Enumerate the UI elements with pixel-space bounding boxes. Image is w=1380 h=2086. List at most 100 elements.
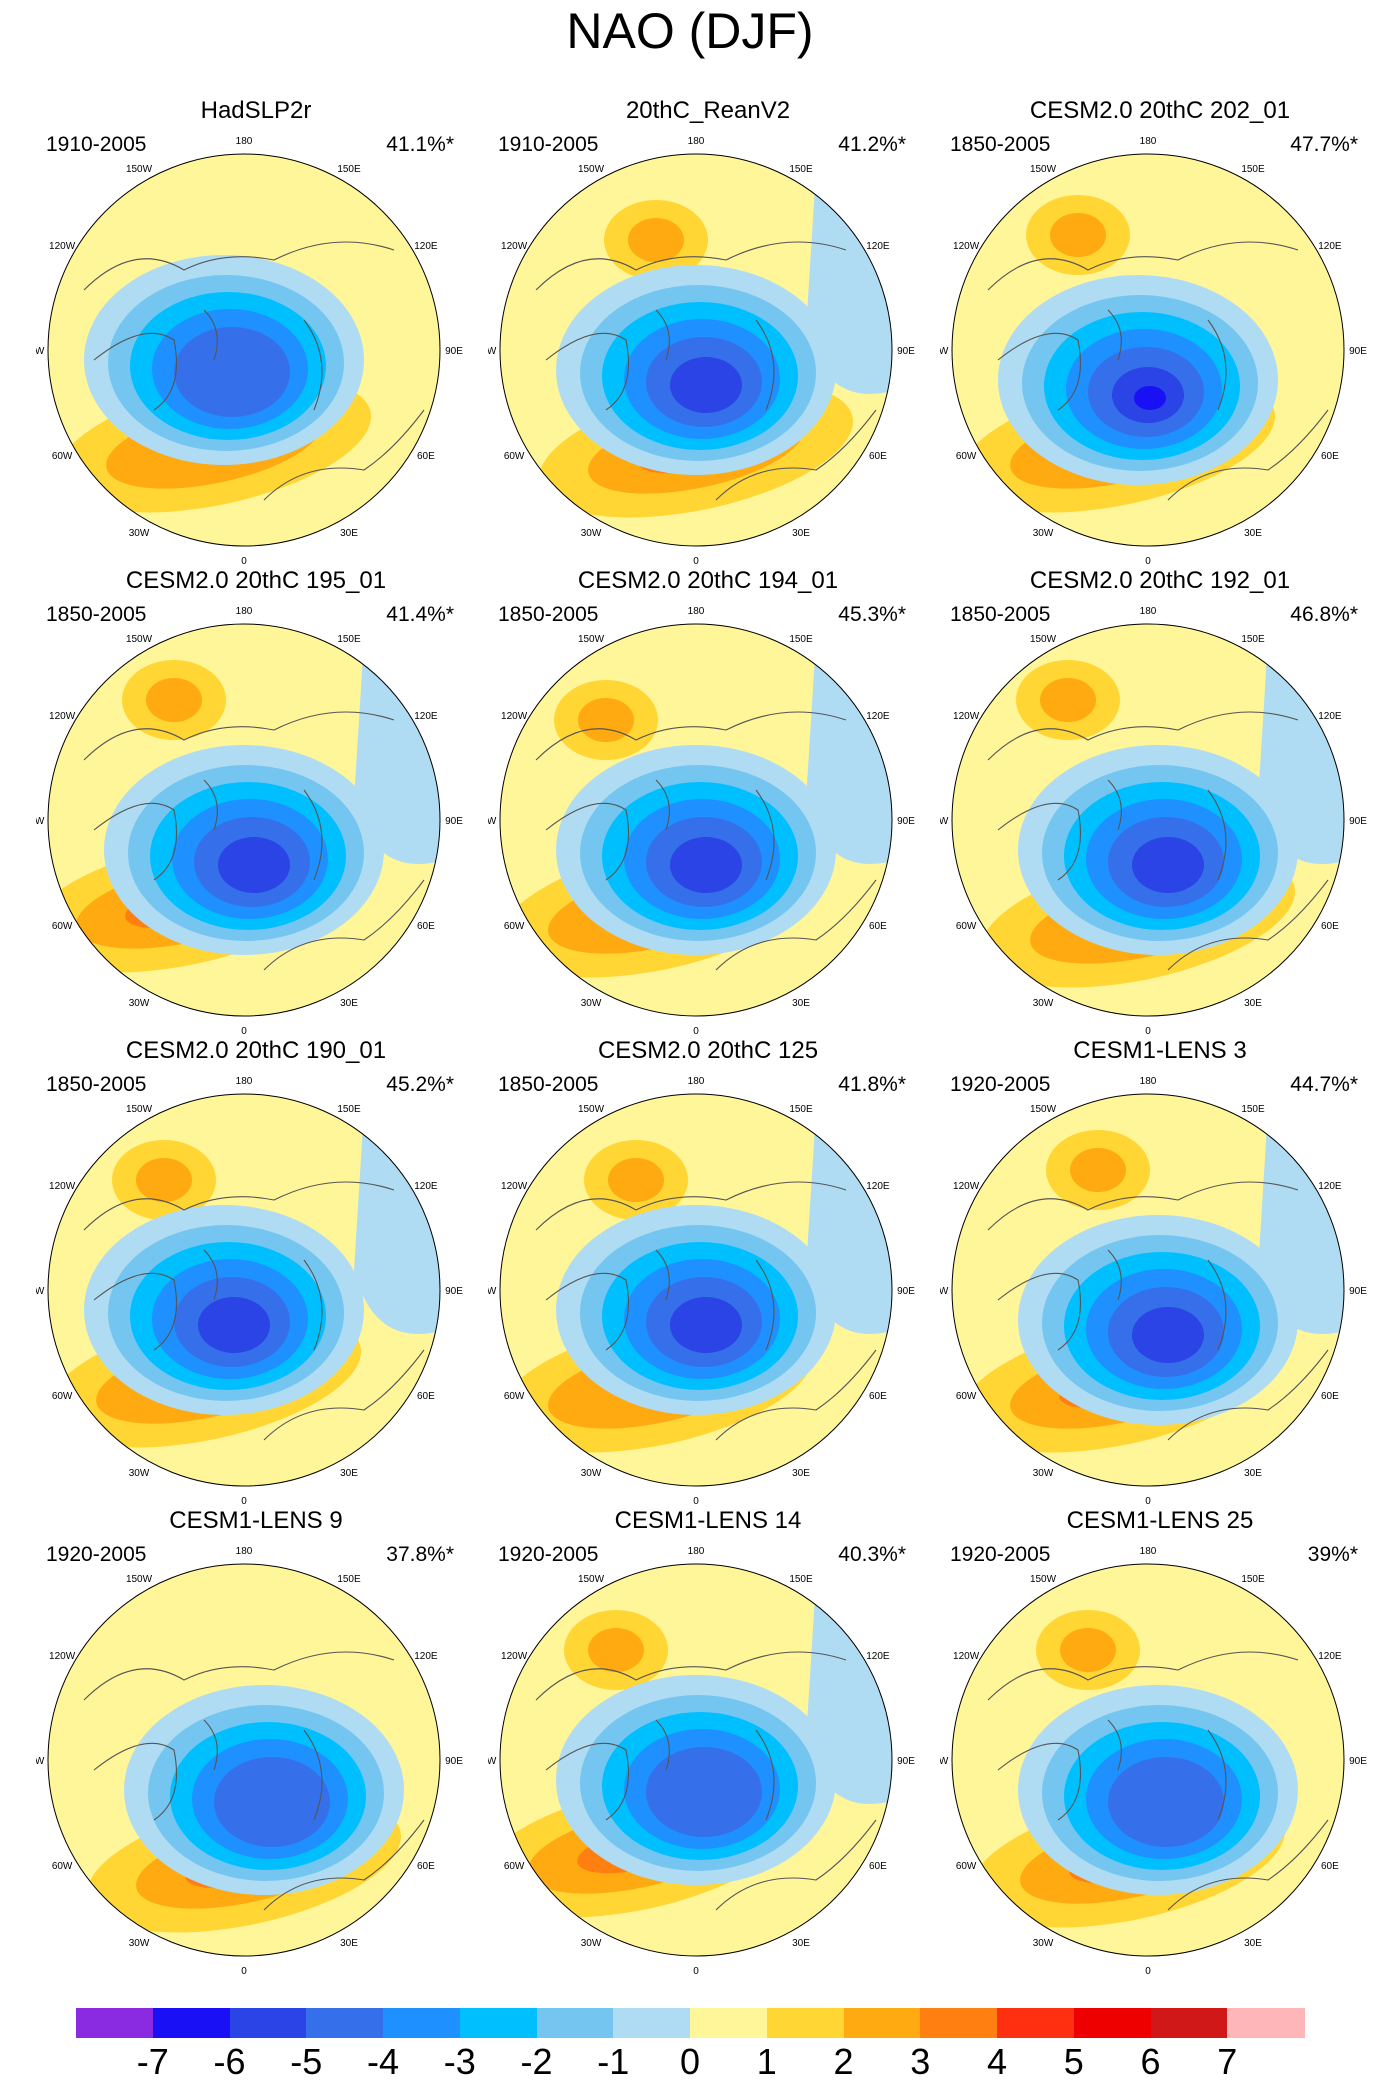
coastline <box>755 789 775 881</box>
coastline <box>263 1819 425 1911</box>
longitude-label: 0 <box>693 556 699 566</box>
longitude-label: 60E <box>1321 1391 1339 1402</box>
colorbar-swatch <box>997 2008 1075 2038</box>
longitude-label: 60W <box>504 921 525 932</box>
longitude-label: 90E <box>897 1756 915 1767</box>
longitude-label: 30W <box>129 528 150 539</box>
longitude-label: 90W <box>940 346 949 357</box>
colorbar-swatch <box>1073 2008 1152 2038</box>
longitude-label: 120E <box>866 241 890 252</box>
panel-variance-percent: 41.2%* <box>838 133 906 156</box>
colorbar-tick-label: 0 <box>679 2041 701 2082</box>
longitude-label: 90E <box>1349 1286 1367 1297</box>
map-boundary <box>47 1093 441 1487</box>
map-panel: 20thC_ReanV2 1910-2005 41.2%* 180 150E 120E 90… <box>488 96 928 566</box>
longitude-label: 150E <box>337 164 361 175</box>
coastline <box>987 1181 1299 1231</box>
panel-years: 1850-2005 <box>950 603 1051 626</box>
longitude-label: 0 <box>241 556 247 566</box>
longitude-label: 90E <box>897 816 915 827</box>
coastline <box>203 1249 218 1301</box>
longitude-label: 90W <box>488 816 497 827</box>
panel-variance-percent: 46.8%* <box>1290 603 1358 626</box>
longitude-label: 90W <box>36 346 45 357</box>
map-panel: CESM2.0 20thC 190_01 1850-2005 45.2%* 180 15… <box>36 1036 476 1506</box>
panel-title: CESM2.0 20thC 194_01 <box>577 567 839 594</box>
coastline <box>545 1272 629 1351</box>
coastline <box>535 241 847 291</box>
coastline <box>1107 779 1122 831</box>
colorbar-tick-label: 7 <box>1217 2041 1238 2082</box>
coastline <box>93 802 177 881</box>
colorbar <box>76 2008 1306 2038</box>
coastline <box>303 319 323 411</box>
longitude-label: 180 <box>1140 136 1157 147</box>
colorbar-swatch <box>920 2008 999 2038</box>
longitude-label: 0 <box>1145 1496 1151 1506</box>
colorbar-swatch <box>690 2008 768 2038</box>
colorbar-swatch <box>459 2008 538 2038</box>
coastline <box>1207 1729 1227 1821</box>
colorbar-swatch <box>152 2008 231 2038</box>
longitude-label: 90E <box>445 346 463 357</box>
longitude-label: 60E <box>1321 451 1339 462</box>
panel-variance-percent: 41.4%* <box>386 603 454 626</box>
polar-map: 180 150E 120E 90E 60E 30E 0 30W 60W 90W 120W 150W <box>940 1546 1367 1976</box>
longitude-label: 60W <box>956 1391 977 1402</box>
longitude-label: 150W <box>1030 164 1057 175</box>
contour-region <box>1050 213 1106 257</box>
panel-years: 1910-2005 <box>498 133 599 156</box>
coastline <box>83 1651 395 1701</box>
longitude-label: 60E <box>869 921 887 932</box>
longitude-label: 60E <box>869 1861 887 1872</box>
contour-region <box>354 640 440 864</box>
coastline <box>1167 1819 1329 1911</box>
longitude-label: 0 <box>693 1966 699 1976</box>
panel-years: 1920-2005 <box>46 1543 147 1566</box>
longitude-label: 150E <box>1241 164 1265 175</box>
panel-years: 1850-2005 <box>498 603 599 626</box>
longitude-label: 150E <box>1241 1574 1265 1585</box>
coastline <box>263 409 425 501</box>
longitude-label: 120W <box>953 1651 980 1662</box>
longitude-label: 90E <box>1349 816 1367 827</box>
longitude-label: 30E <box>340 1938 358 1949</box>
longitude-label: 120W <box>501 1181 528 1192</box>
longitude-label: 90E <box>445 1286 463 1297</box>
panel-title: CESM2.0 20thC 190_01 <box>125 1037 387 1064</box>
panel-years: 1850-2005 <box>498 1073 599 1096</box>
longitude-label: 150E <box>1241 634 1265 645</box>
panel-variance-percent: 41.8%* <box>838 1073 906 1096</box>
longitude-label: 30W <box>1033 998 1054 1009</box>
coastline <box>1107 1719 1122 1771</box>
longitude-label: 60E <box>417 1391 435 1402</box>
contour-region <box>218 837 290 893</box>
contour-region <box>588 1628 644 1672</box>
longitude-label: 120E <box>414 1181 438 1192</box>
colorbar-swatch <box>76 2008 154 2038</box>
panel-years: 1920-2005 <box>950 1073 1051 1096</box>
contour-region <box>806 1110 892 1334</box>
coastline <box>1207 789 1227 881</box>
longitude-label: 30E <box>792 1938 810 1949</box>
map-panel: CESM1-LENS 25 1920-2005 39%* 180 150E 120E 90E… <box>940 1506 1380 1976</box>
coastline <box>93 332 177 411</box>
longitude-label: 180 <box>1140 606 1157 617</box>
contour-region <box>1070 1148 1126 1192</box>
longitude-label: 90W <box>940 1286 949 1297</box>
polar-map: 180 150E 120E 90E 60E 30E 0 30W 60W 90W 120W 150W <box>940 136 1367 566</box>
longitude-label: 120W <box>501 711 528 722</box>
coastline <box>303 1729 323 1821</box>
longitude-label: 30W <box>581 998 602 1009</box>
longitude-label: 30W <box>129 998 150 1009</box>
longitude-label: 30E <box>792 1468 810 1479</box>
colorbar-tick-label: -2 <box>520 2041 553 2082</box>
longitude-label: 120W <box>49 1181 76 1192</box>
longitude-label: 60W <box>956 921 977 932</box>
longitude-label: 0 <box>693 1496 699 1506</box>
coastline <box>997 802 1081 881</box>
longitude-label: 90E <box>1349 346 1367 357</box>
longitude-label: 150W <box>126 164 153 175</box>
colorbar-swatch <box>383 2008 461 2038</box>
longitude-label: 30E <box>792 998 810 1009</box>
